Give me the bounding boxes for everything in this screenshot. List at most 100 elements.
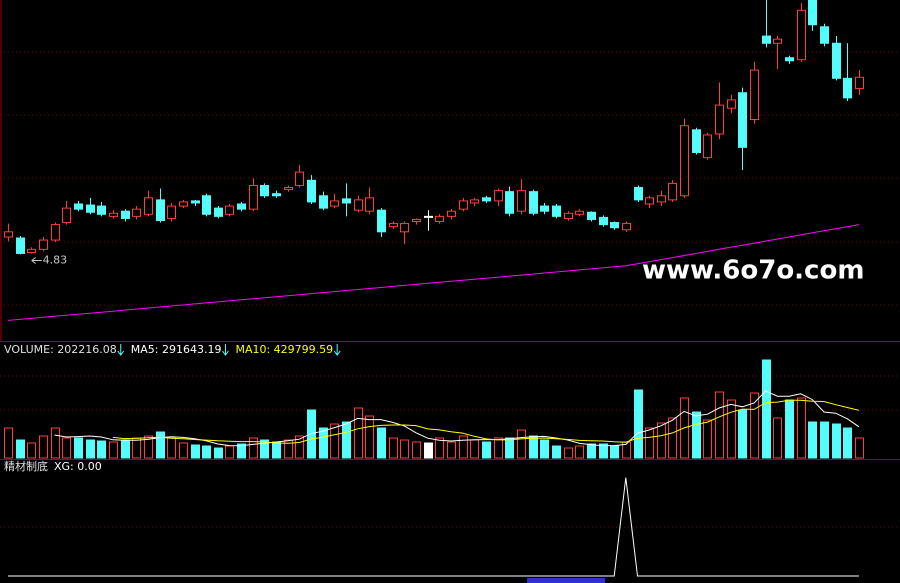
candle-body <box>284 187 293 191</box>
candle-body <box>330 200 339 207</box>
volume-ma-line <box>112 399 860 444</box>
volume-bar <box>785 399 794 459</box>
ma-line <box>7 224 860 321</box>
volume-bar <box>225 445 234 459</box>
volume-bar <box>692 411 701 459</box>
volume-bar <box>494 437 503 459</box>
volume-bar <box>599 443 608 459</box>
volume-bar <box>389 437 398 459</box>
candle-body <box>225 205 234 215</box>
volume-bar <box>855 437 864 459</box>
volume-bar <box>295 435 304 459</box>
candle-body <box>62 207 71 224</box>
candle-body <box>540 205 549 212</box>
candle-body <box>447 210 456 217</box>
candle-body <box>564 212 573 219</box>
scroll-highlight <box>527 578 605 583</box>
candle-body <box>855 76 864 90</box>
volume-bar <box>39 435 48 459</box>
volume-bar <box>575 445 584 459</box>
volume-bar <box>657 422 666 459</box>
low-annotation: 4.83 <box>43 253 67 266</box>
candle-body <box>191 200 200 204</box>
candle-body <box>121 210 130 219</box>
volume-bar <box>249 437 258 459</box>
legend-entry: MA10: 429799.59 <box>235 343 333 356</box>
candle-body <box>517 190 526 212</box>
candle-body <box>587 211 596 220</box>
volume-bar <box>470 439 479 459</box>
candle-body <box>179 201 188 207</box>
volume-ma-line <box>54 390 860 447</box>
candle-body <box>634 187 643 201</box>
volume-bar <box>109 441 118 459</box>
candle-body <box>260 184 269 197</box>
candle-body <box>482 197 491 202</box>
candle-body <box>307 179 316 203</box>
volume-bar <box>552 445 561 459</box>
candle-body <box>132 208 141 217</box>
candle-body <box>808 0 817 26</box>
volume-bar <box>377 427 386 459</box>
candle-body <box>575 210 584 215</box>
candle-body <box>727 99 736 109</box>
candle-body <box>342 198 351 204</box>
volume-bar <box>74 437 83 459</box>
candle-body <box>692 129 701 153</box>
volume-bar <box>16 439 25 459</box>
candle-body <box>645 197 654 205</box>
volume-bar <box>750 392 759 459</box>
candle-body <box>599 216 608 226</box>
candle-body <box>750 69 759 121</box>
candle-body <box>51 224 60 241</box>
candle-body <box>389 223 398 228</box>
candle-body <box>16 237 25 254</box>
legend-arrow <box>222 344 229 356</box>
volume-bar <box>634 389 643 459</box>
volume-bar <box>86 439 95 459</box>
volume-bar <box>272 441 281 459</box>
volume-bar <box>459 435 468 459</box>
volume-bar <box>668 417 677 459</box>
candle-body <box>529 191 538 214</box>
candle-body <box>435 215 444 223</box>
candle-body <box>715 104 724 135</box>
volume-bar <box>587 443 596 459</box>
indicator-title: 精材制底 <box>4 459 48 473</box>
candle-body <box>762 35 771 44</box>
annotation-arrow <box>31 257 42 264</box>
legend-arrow <box>117 344 125 356</box>
candle-body <box>319 195 328 209</box>
volume-bar <box>342 421 351 459</box>
volume-bar <box>412 441 421 459</box>
volume-bar <box>260 439 269 459</box>
volume-bar <box>727 399 736 459</box>
legend-entry: VOLUME: 202216.08 <box>4 343 117 356</box>
volume-bar <box>365 415 374 459</box>
volume-bar <box>156 431 165 459</box>
volume-bar <box>4 427 13 459</box>
volume-bar <box>237 443 246 459</box>
volume-bar <box>529 435 538 459</box>
candle-body <box>680 125 689 197</box>
volume-bar <box>144 435 153 459</box>
candle-body <box>27 248 36 253</box>
volume-bar <box>202 445 211 459</box>
volume-bar <box>132 437 141 459</box>
candle-body <box>470 199 479 204</box>
candle-body <box>74 203 83 210</box>
candle-body <box>97 205 106 215</box>
volume-bar <box>832 423 841 459</box>
candle-body <box>272 193 281 197</box>
volume-bar <box>214 447 223 459</box>
volume-bar <box>354 407 363 459</box>
candle-body <box>843 77 852 99</box>
candle-body <box>4 231 13 238</box>
candle-body <box>156 199 165 221</box>
volume-bar <box>191 444 200 459</box>
candle-body <box>552 205 561 217</box>
candle-body <box>354 199 363 211</box>
candle-body <box>86 204 95 213</box>
candle-body <box>144 197 153 215</box>
